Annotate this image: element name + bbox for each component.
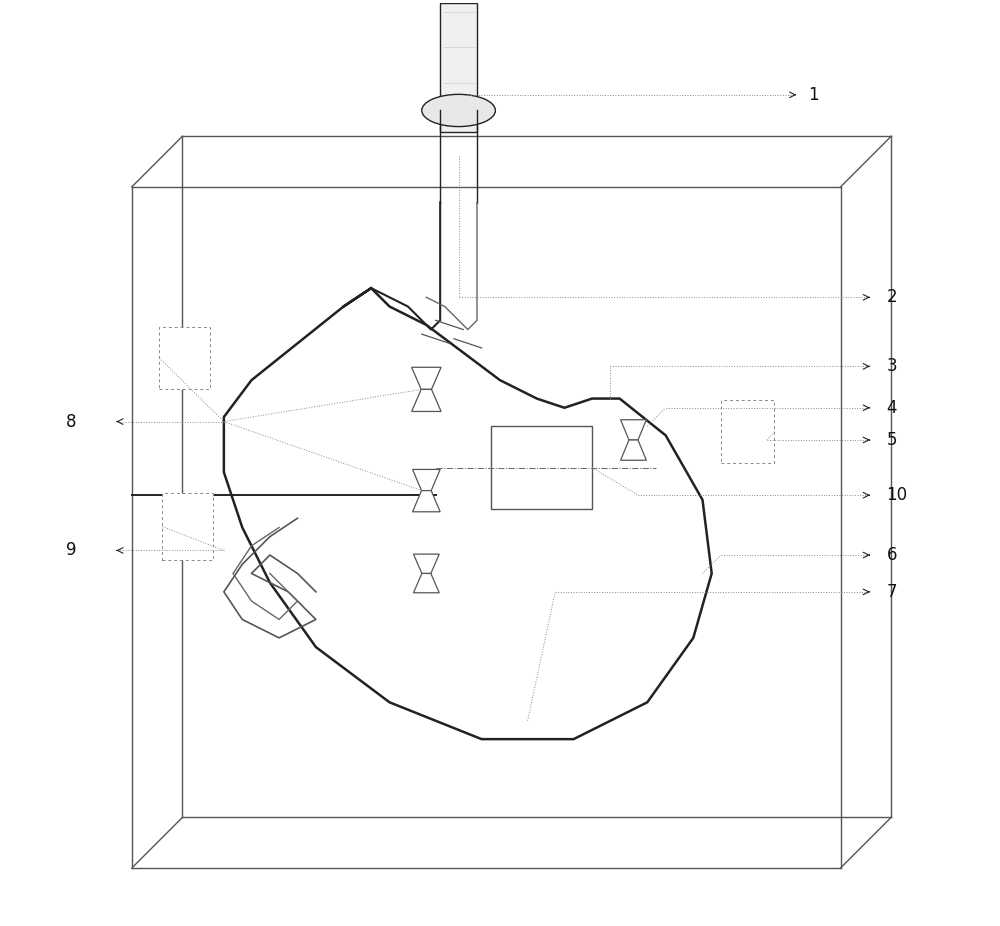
Text: 2: 2 <box>887 288 897 307</box>
Text: 1: 1 <box>808 86 819 104</box>
Polygon shape <box>413 491 440 512</box>
Bar <box>721 400 774 463</box>
Text: 5: 5 <box>887 431 897 449</box>
Text: 10: 10 <box>887 486 908 505</box>
Polygon shape <box>413 573 439 593</box>
Bar <box>491 426 592 509</box>
Text: 4: 4 <box>887 399 897 417</box>
Polygon shape <box>412 389 441 411</box>
Polygon shape <box>413 554 439 573</box>
Bar <box>159 327 210 389</box>
Ellipse shape <box>422 94 495 127</box>
Text: 6: 6 <box>887 546 897 564</box>
Bar <box>440 3 477 131</box>
Polygon shape <box>621 440 646 460</box>
Polygon shape <box>412 368 441 389</box>
Text: 9: 9 <box>66 542 77 559</box>
Bar <box>162 494 213 559</box>
Text: 7: 7 <box>887 582 897 601</box>
Text: 3: 3 <box>887 357 897 375</box>
Text: 8: 8 <box>66 413 77 431</box>
Polygon shape <box>413 469 440 491</box>
Polygon shape <box>621 419 646 440</box>
